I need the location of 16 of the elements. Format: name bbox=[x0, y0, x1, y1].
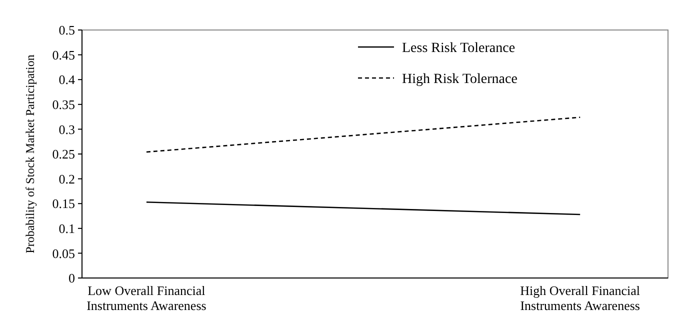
legend-label: High Risk Tolernace bbox=[402, 72, 518, 87]
y-tick-label: 0.1 bbox=[58, 220, 75, 236]
y-tick-label: 0.35 bbox=[52, 96, 75, 112]
y-tick-label: 0.2 bbox=[58, 171, 75, 186]
legend-label: Less Risk Tolerance bbox=[402, 40, 516, 56]
y-tick-label: 0.25 bbox=[52, 146, 75, 162]
y-tick-label: 0.05 bbox=[52, 246, 75, 261]
y-tick-label: 0.3 bbox=[58, 122, 75, 137]
y-axis-title: Probability of Stock Market Participation bbox=[23, 54, 37, 254]
x-tick-label: Low Overall Financial Instruments Awareness bbox=[86, 283, 206, 313]
y-tick-label: 0 bbox=[68, 270, 75, 286]
y-tick-label: 0.15 bbox=[52, 196, 75, 212]
y-tick-label: 0.5 bbox=[58, 22, 75, 38]
y-tick-label: 0.4 bbox=[58, 72, 76, 88]
x-tick-label: High Overall Financial Instruments Awareness bbox=[520, 283, 640, 313]
y-tick-label: 0.45 bbox=[52, 47, 75, 62]
